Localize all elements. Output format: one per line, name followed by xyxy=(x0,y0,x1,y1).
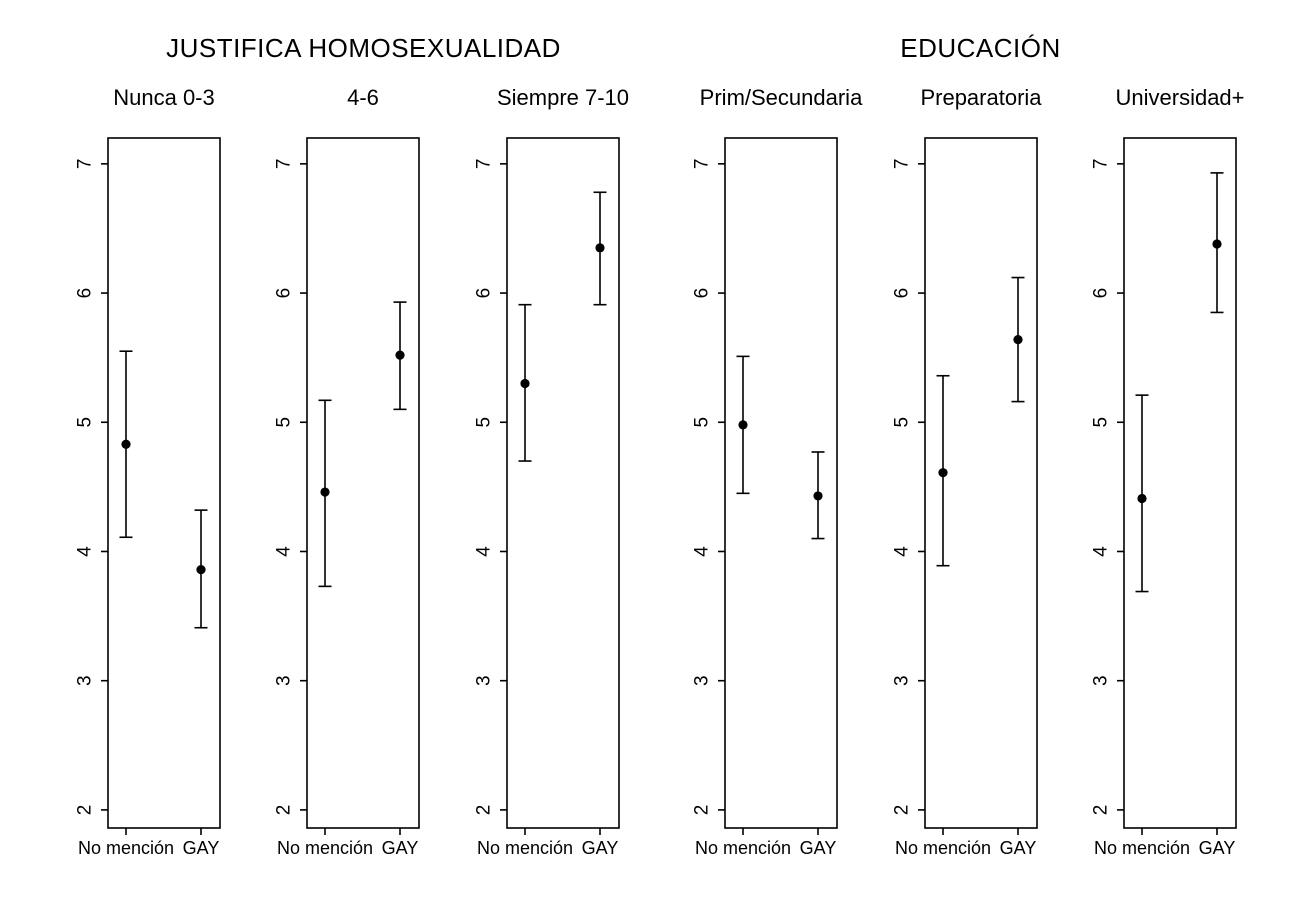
panel-3: 2 3 4 5 6 7 No mención GAY xyxy=(474,137,620,858)
y-axis-tick-label: 2 xyxy=(1091,805,1112,816)
panel-header-prim-secundaria: Prim/Secundaria xyxy=(699,85,863,110)
panel-header-nunca-0-3: Nunca 0-3 xyxy=(113,85,215,110)
category-label: GAY xyxy=(800,838,837,858)
y-axis-tick-label: 3 xyxy=(274,675,295,686)
point-estimate-marker xyxy=(813,491,823,501)
panel-box xyxy=(924,137,1038,829)
y-axis-tick-label: 6 xyxy=(892,288,913,299)
y-axis-tick-label: 7 xyxy=(1091,159,1112,170)
point-estimate-marker xyxy=(938,468,948,478)
point-estimate-marker xyxy=(1212,239,1222,249)
y-axis-tick-label: 4 xyxy=(274,546,295,557)
point-estimate-marker xyxy=(320,487,330,497)
y-axis-tick-label: 3 xyxy=(474,675,495,686)
y-axis-tick-label: 4 xyxy=(892,546,913,557)
y-axis-tick-label: 2 xyxy=(892,805,913,816)
panel-box xyxy=(506,137,620,829)
y-axis-tick-label: 6 xyxy=(75,288,96,299)
y-axis-tick-label: 6 xyxy=(692,288,713,299)
y-axis-tick-label: 6 xyxy=(1091,288,1112,299)
y-axis-tick-label: 2 xyxy=(75,805,96,816)
y-axis-tick-label: 2 xyxy=(474,805,495,816)
y-axis-tick-label: 3 xyxy=(1091,675,1112,686)
panel-4: 2 3 4 5 6 7 No mención GAY xyxy=(692,137,838,858)
category-label: GAY xyxy=(1000,838,1037,858)
point-estimate-marker xyxy=(520,378,530,389)
category-label: No mención xyxy=(695,838,791,858)
y-axis-tick-label: 7 xyxy=(274,159,295,170)
group-title-justifica-homosexualidad: JUSTIFICA HOMOSEXUALIDAD xyxy=(166,33,561,63)
category-label: No mención xyxy=(477,838,573,858)
y-axis-tick-label: 3 xyxy=(692,675,713,686)
panel-2: 2 3 4 5 6 7 No mención GAY xyxy=(274,137,420,858)
y-axis-tick-label: 4 xyxy=(474,546,495,557)
y-axis-tick-label: 5 xyxy=(1091,417,1112,428)
y-axis-tick-label: 7 xyxy=(75,159,96,170)
y-axis-tick-label: 5 xyxy=(75,417,96,428)
point-estimate-marker xyxy=(196,564,206,575)
y-axis-tick-label: 5 xyxy=(892,417,913,428)
category-label: GAY xyxy=(582,838,619,858)
y-axis-tick-label: 7 xyxy=(474,159,495,170)
category-label: GAY xyxy=(183,838,220,858)
category-label: No mención xyxy=(895,838,991,858)
y-axis-tick-label: 3 xyxy=(892,675,913,686)
y-axis-tick-label: 3 xyxy=(75,675,96,686)
panel-box xyxy=(306,137,420,829)
panel-box xyxy=(724,137,838,829)
panel-header-preparatoria: Preparatoria xyxy=(920,85,1042,110)
y-axis-tick-label: 5 xyxy=(692,417,713,428)
panel-5: 2 3 4 5 6 7 No mención GAY xyxy=(892,137,1038,858)
point-estimate-marker xyxy=(738,420,748,430)
y-axis-tick-label: 6 xyxy=(274,288,295,299)
point-estimate-marker xyxy=(595,243,605,253)
category-label: No mención xyxy=(78,838,174,858)
panel-box xyxy=(1123,137,1237,829)
panel-header-siempre-7-10: Siempre 7-10 xyxy=(496,85,630,110)
point-estimate-marker xyxy=(395,350,405,360)
y-axis-tick-label: 7 xyxy=(692,159,713,170)
category-label: No mención xyxy=(1094,838,1190,858)
y-axis-tick-label: 7 xyxy=(892,159,913,170)
y-axis-tick-label: 4 xyxy=(75,546,96,557)
category-label: GAY xyxy=(382,838,419,858)
y-axis-tick-label: 5 xyxy=(274,417,295,428)
y-axis-tick-label: 6 xyxy=(474,288,495,299)
panel-header-universidad: Universidad+ xyxy=(1115,85,1245,110)
category-label: GAY xyxy=(1199,838,1236,858)
y-axis-tick-label: 4 xyxy=(1091,546,1112,557)
y-axis-tick-label: 2 xyxy=(692,805,713,816)
y-axis-tick-label: 5 xyxy=(474,417,495,428)
panel-1: 2 3 4 5 6 7 No mención GAY xyxy=(75,137,221,858)
panel-box xyxy=(107,137,221,829)
group-title-educacion: EDUCACIÓN xyxy=(900,33,1061,63)
point-estimate-marker xyxy=(1013,334,1023,345)
y-axis-tick-label: 2 xyxy=(274,805,295,816)
category-label: No mención xyxy=(277,838,373,858)
panel-6: 2 3 4 5 6 7 No mención GAY xyxy=(1091,137,1237,858)
point-estimate-marker xyxy=(121,439,131,449)
y-axis-tick-label: 4 xyxy=(692,546,713,557)
panel-header-4-6: 4-6 xyxy=(347,85,379,110)
point-estimate-marker xyxy=(1137,493,1147,504)
